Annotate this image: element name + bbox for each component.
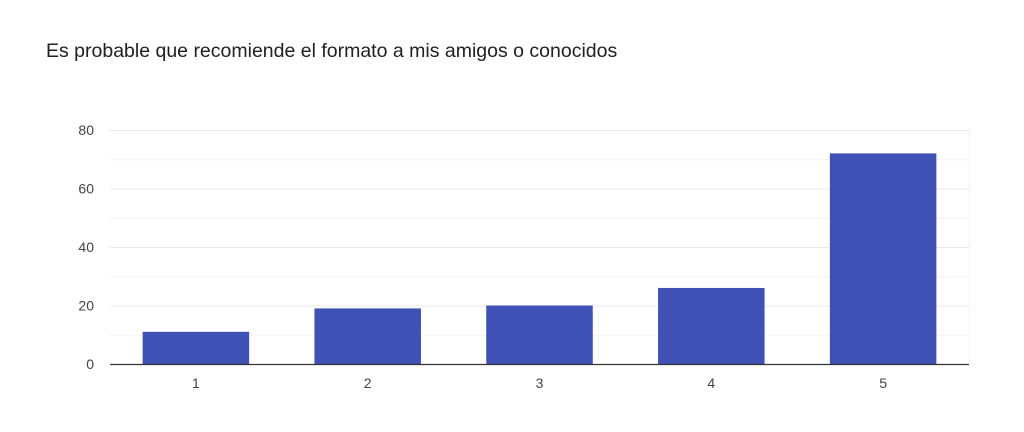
y-tick-label: 80 xyxy=(78,122,94,138)
bar xyxy=(486,305,593,364)
y-tick-label: 40 xyxy=(78,239,94,255)
x-tick-label: 3 xyxy=(536,375,544,391)
x-tick-label: 2 xyxy=(364,375,372,391)
y-tick-label: 60 xyxy=(78,181,94,197)
y-tick-label: 20 xyxy=(78,298,94,314)
x-tick-label: 5 xyxy=(879,375,887,391)
chart-title: Es probable que recomiende el formato a … xyxy=(46,40,618,62)
bar xyxy=(658,287,765,364)
x-tick-label: 1 xyxy=(192,375,200,391)
y-tick-label: 0 xyxy=(86,356,94,372)
bar xyxy=(829,153,937,364)
bar xyxy=(314,308,421,364)
x-tick-label: 4 xyxy=(707,375,715,391)
bar xyxy=(142,331,250,364)
